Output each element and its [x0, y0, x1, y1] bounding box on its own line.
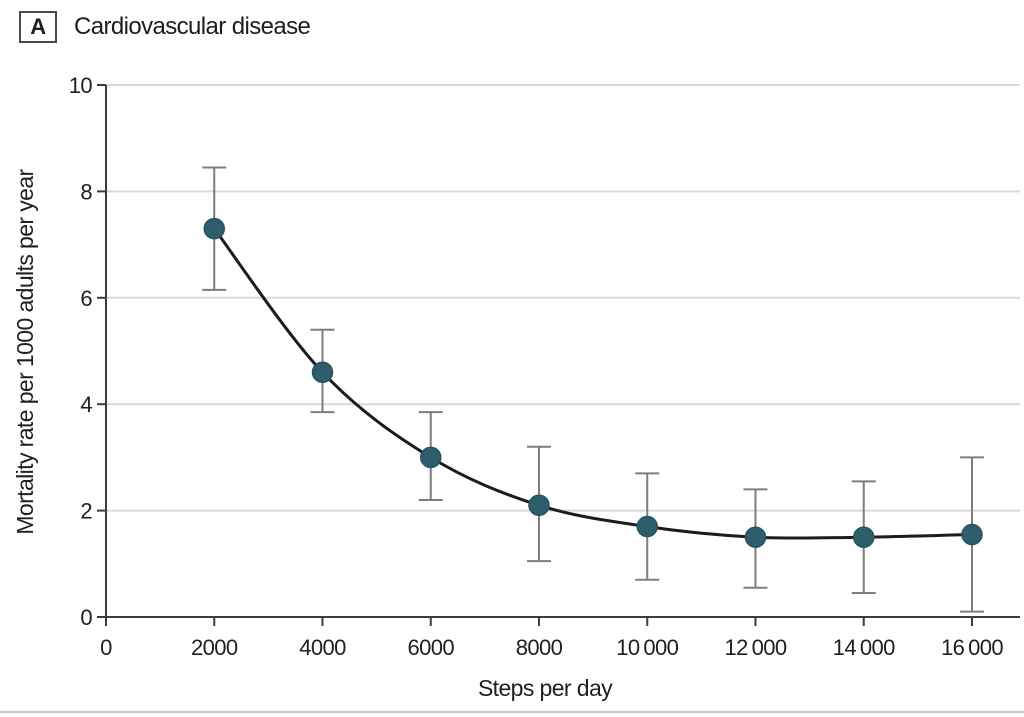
x-tick-label: 2000	[191, 635, 238, 660]
data-point	[528, 494, 550, 517]
y-tick-label: 4	[80, 392, 92, 417]
data-point	[744, 526, 767, 548]
x-tick-label: 8000	[516, 635, 563, 660]
axes-group	[97, 84, 1020, 626]
error-bars-group	[202, 166, 984, 613]
x-axis-title: Steps per day	[478, 675, 613, 701]
y-tick-label: 6	[80, 286, 92, 311]
panel-header: A Cardiovascular disease	[19, 11, 311, 43]
data-point	[961, 523, 983, 546]
panel-title: Cardiovascular disease	[74, 13, 311, 40]
x-tick-label: 0	[100, 635, 112, 660]
data-point	[203, 217, 225, 240]
y-axis-title: Mortality rate per 1000 adults per year	[12, 168, 38, 534]
x-tick-label: 14 000	[833, 635, 895, 660]
gridlines-group	[106, 84, 1020, 512]
y-tick-label: 2	[80, 499, 92, 524]
data-point	[311, 361, 334, 384]
trend-line-group	[213, 227, 973, 540]
data-points-group	[203, 217, 983, 548]
x-tick-label: 16 000	[941, 635, 1003, 660]
x-tick-label: 10 000	[616, 635, 678, 660]
data-point	[853, 526, 875, 548]
x-tick-label: 6000	[407, 635, 454, 660]
y-tick-label: 0	[80, 605, 92, 630]
x-tick-label: 4000	[299, 635, 346, 660]
bottom-crop-line	[0, 711, 1024, 713]
y-tick-label: 8	[80, 179, 92, 204]
data-point	[636, 515, 658, 538]
y-tick-label: 10	[69, 73, 93, 98]
trend-line	[213, 227, 973, 540]
panel-label-box: A	[19, 11, 57, 43]
tick-labels-group: 0 2 4 6 8 10 0 2000 4000 6000 8000 10 000 12 000 14 0…	[69, 73, 1004, 660]
x-tick-label: 12 000	[725, 635, 787, 660]
data-point	[420, 446, 442, 469]
